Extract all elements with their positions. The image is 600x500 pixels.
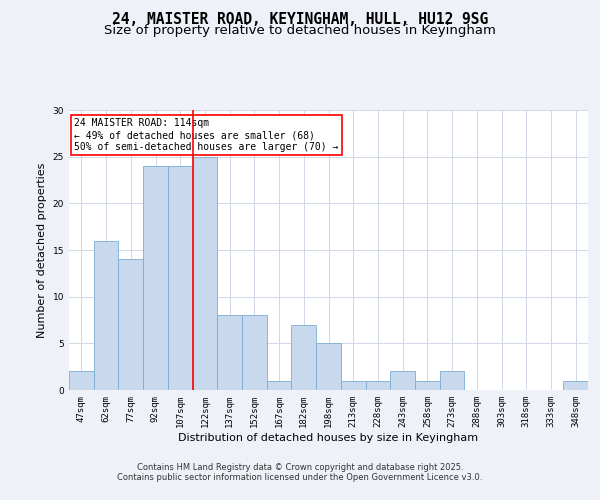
Bar: [69, 372, 94, 390]
X-axis label: Distribution of detached houses by size in Keyingham: Distribution of detached houses by size …: [178, 432, 479, 442]
Text: 24, MAISTER ROAD, KEYINGHAM, HULL, HU12 9SG: 24, MAISTER ROAD, KEYINGHAM, HULL, HU12 …: [112, 12, 488, 28]
Bar: [563, 380, 588, 390]
Bar: [267, 380, 292, 390]
Text: 24 MAISTER ROAD: 114sqm
← 49% of detached houses are smaller (68)
50% of semi-de: 24 MAISTER ROAD: 114sqm ← 49% of detache…: [74, 118, 338, 152]
Y-axis label: Number of detached properties: Number of detached properties: [37, 162, 47, 338]
Bar: [143, 166, 168, 390]
Bar: [390, 372, 415, 390]
Text: Contains HM Land Registry data © Crown copyright and database right 2025.: Contains HM Land Registry data © Crown c…: [137, 462, 463, 471]
Text: Size of property relative to detached houses in Keyingham: Size of property relative to detached ho…: [104, 24, 496, 37]
Bar: [242, 316, 267, 390]
Bar: [440, 372, 464, 390]
Bar: [365, 380, 390, 390]
Bar: [415, 380, 440, 390]
Bar: [292, 324, 316, 390]
Bar: [94, 240, 118, 390]
Bar: [168, 166, 193, 390]
Bar: [193, 156, 217, 390]
Bar: [341, 380, 365, 390]
Bar: [217, 316, 242, 390]
Bar: [118, 260, 143, 390]
Bar: [316, 344, 341, 390]
Text: Contains public sector information licensed under the Open Government Licence v3: Contains public sector information licen…: [118, 472, 482, 482]
